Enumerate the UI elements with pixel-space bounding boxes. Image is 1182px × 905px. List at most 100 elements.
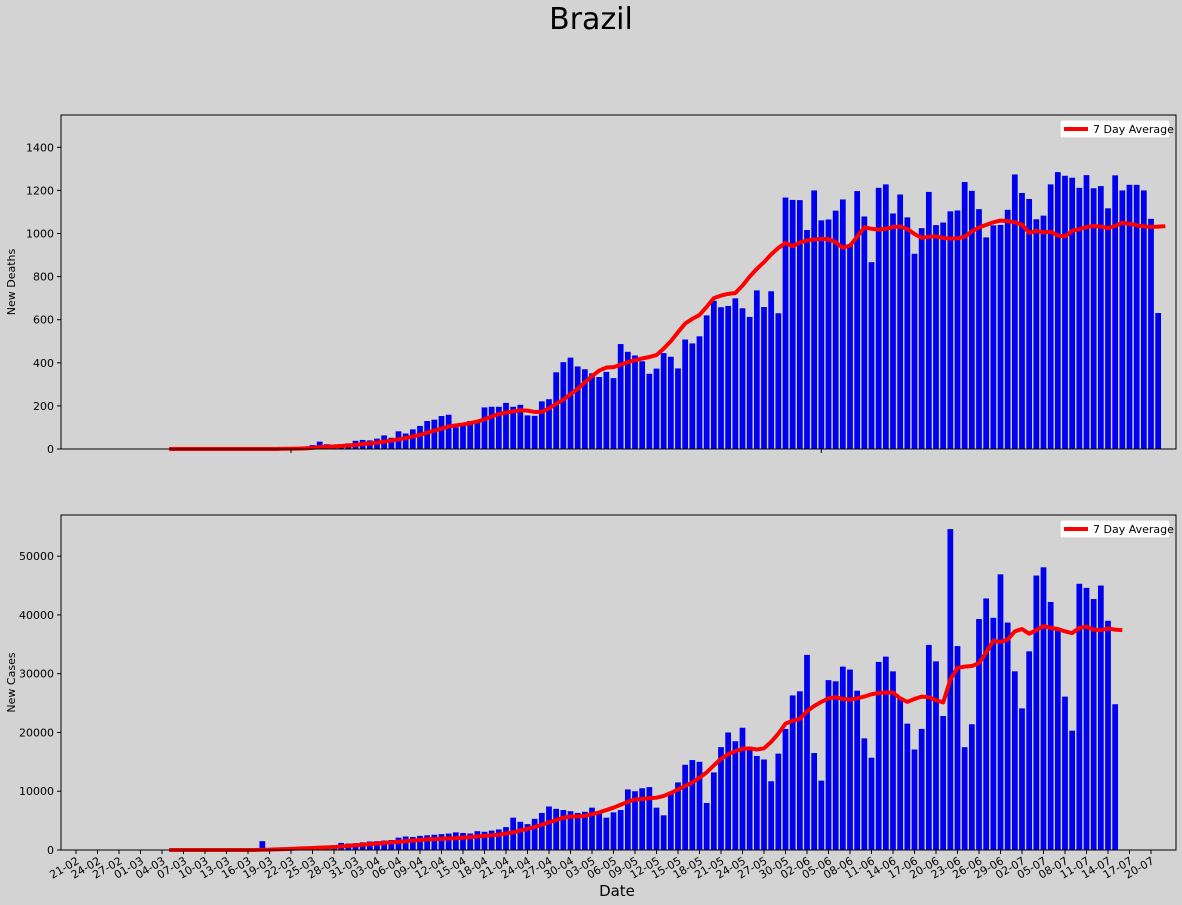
bar xyxy=(417,835,423,850)
bar xyxy=(1155,313,1162,449)
bar xyxy=(861,738,868,850)
bar xyxy=(388,840,395,850)
bar xyxy=(961,747,968,850)
bar xyxy=(610,378,617,449)
bar xyxy=(431,419,438,449)
bar xyxy=(503,402,509,449)
bar xyxy=(961,182,968,449)
bar xyxy=(904,217,911,449)
bar xyxy=(452,427,459,449)
bar xyxy=(395,837,402,850)
bar xyxy=(818,780,825,850)
bar xyxy=(531,818,538,850)
bar xyxy=(940,716,947,850)
bar xyxy=(703,315,710,449)
bar xyxy=(524,824,531,850)
bar xyxy=(725,305,732,449)
bar xyxy=(847,669,853,850)
bar xyxy=(560,362,567,449)
y-tick-label: 10000 xyxy=(19,785,54,798)
bar xyxy=(667,356,674,449)
bar xyxy=(918,228,925,449)
bar xyxy=(775,313,782,449)
bar xyxy=(639,361,646,449)
bar xyxy=(438,416,445,449)
y-tick-label: 30000 xyxy=(19,668,54,681)
bar xyxy=(997,224,1004,449)
bar xyxy=(409,429,416,449)
bar xyxy=(811,753,818,850)
bar xyxy=(374,841,380,850)
bar xyxy=(460,832,466,850)
bar xyxy=(1076,583,1083,850)
bar xyxy=(1097,585,1104,850)
bar xyxy=(632,791,638,850)
bar xyxy=(925,191,932,449)
bar xyxy=(890,671,896,850)
bar xyxy=(1047,184,1054,449)
bar xyxy=(925,644,932,850)
bar xyxy=(775,753,782,850)
bar xyxy=(474,420,481,449)
bar xyxy=(1090,188,1097,449)
bar xyxy=(646,787,653,850)
bar xyxy=(560,810,567,850)
bar xyxy=(581,811,588,850)
bar xyxy=(911,749,918,850)
bar xyxy=(1011,671,1018,850)
bar xyxy=(1040,567,1047,850)
bar xyxy=(1105,620,1111,850)
bar xyxy=(1090,599,1097,850)
y-tick-label: 0 xyxy=(47,443,54,456)
bar xyxy=(811,190,818,450)
bar xyxy=(689,760,696,850)
bar xyxy=(567,357,574,449)
bar xyxy=(639,788,646,850)
bar xyxy=(574,366,581,449)
bar xyxy=(546,806,552,850)
bar xyxy=(882,184,889,449)
bar xyxy=(438,834,445,850)
bar xyxy=(1019,193,1025,449)
x-axis-label: Date xyxy=(599,882,635,900)
bar xyxy=(954,646,961,850)
bar xyxy=(660,815,667,850)
bar xyxy=(452,832,459,850)
bar xyxy=(467,420,474,449)
bar xyxy=(553,808,560,850)
axes-frame xyxy=(60,114,1177,450)
bar xyxy=(868,262,875,449)
y-tick-label: 600 xyxy=(33,314,54,327)
bar xyxy=(696,761,703,850)
bar xyxy=(854,690,861,850)
bar xyxy=(603,371,610,449)
bar xyxy=(603,817,610,850)
bar xyxy=(968,190,975,449)
legend-box xyxy=(1059,519,1171,539)
bar xyxy=(954,210,961,449)
bar xyxy=(897,194,904,449)
bar xyxy=(646,373,653,449)
bar xyxy=(1076,187,1083,449)
legend-label: 7 Day Average xyxy=(1093,123,1174,136)
bar xyxy=(460,425,466,449)
bar xyxy=(1083,587,1090,850)
bar xyxy=(689,343,696,449)
bar xyxy=(1054,627,1061,850)
bar xyxy=(596,812,603,850)
bar xyxy=(524,415,531,449)
bar xyxy=(474,831,481,850)
bar xyxy=(1083,175,1090,449)
bar xyxy=(1033,575,1040,850)
bar xyxy=(832,210,839,449)
y-tick-label: 1400 xyxy=(26,141,54,154)
y-tick-label: 400 xyxy=(33,357,54,370)
deaths-subplot: 0 200 400 600 800 1000 1200 1400 New Deaths 7 Day… xyxy=(5,114,1177,456)
bar xyxy=(1019,708,1025,850)
legend-box xyxy=(1059,119,1171,139)
bar xyxy=(875,187,882,449)
figure-title: Brazil xyxy=(549,2,633,37)
bar xyxy=(1105,208,1111,449)
bar xyxy=(1148,218,1154,449)
